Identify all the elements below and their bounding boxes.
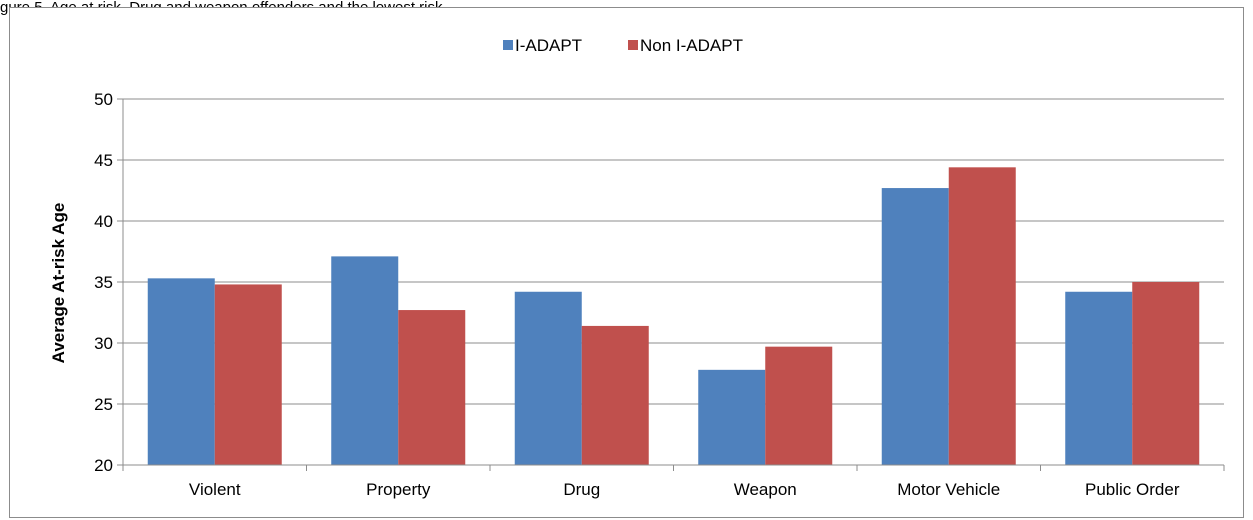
x-tick-label: Public Order — [1085, 480, 1180, 499]
y-axis-title: Average At-risk Age — [49, 203, 68, 364]
bar-non-i-adapt-motor-vehicle — [948, 167, 1016, 465]
bar-i-adapt-property — [331, 256, 399, 465]
bar-non-i-adapt-violent — [214, 284, 282, 465]
x-tick-label: Violent — [189, 480, 241, 499]
y-tick-label: 35 — [94, 273, 113, 292]
bars — [147, 167, 1200, 465]
legend-label: I-ADAPT — [515, 36, 582, 55]
bar-i-adapt-drug — [514, 291, 582, 465]
y-tick-label: 25 — [94, 395, 113, 414]
y-tick-labels: 20 25 30 35 40 45 50 — [94, 90, 113, 475]
legend-label: Non I-ADAPT — [640, 36, 743, 55]
axes — [122, 99, 1225, 471]
bar-i-adapt-motor-vehicle — [881, 188, 949, 465]
bar-non-i-adapt-drug — [581, 325, 649, 465]
y-tick-label: 45 — [94, 151, 113, 170]
x-tick-label: Weapon — [734, 480, 797, 499]
bar-i-adapt-weapon — [698, 369, 766, 465]
x-tick-label: Drug — [563, 480, 600, 499]
gridlines — [117, 98, 1224, 466]
y-tick-label: 50 — [94, 90, 113, 109]
legend: I-ADAPT Non I-ADAPT — [503, 36, 743, 55]
bar-i-adapt-violent — [147, 278, 215, 465]
legend-swatch — [628, 40, 638, 50]
bar-non-i-adapt-property — [398, 310, 466, 465]
y-tick-label: 40 — [94, 212, 113, 231]
y-tick-label: 20 — [94, 456, 113, 475]
x-tick-labels: Violent Property Drug Weapon Motor Vehicle Pu… — [189, 480, 1180, 499]
bar-i-adapt-public-order — [1065, 291, 1133, 465]
y-tick-label: 30 — [94, 334, 113, 353]
x-tick-label: Property — [366, 480, 431, 499]
x-tick-label: Motor Vehicle — [897, 480, 1000, 499]
legend-swatch — [503, 40, 513, 50]
bar-non-i-adapt-weapon — [765, 346, 833, 465]
bar-non-i-adapt-public-order — [1132, 282, 1200, 465]
